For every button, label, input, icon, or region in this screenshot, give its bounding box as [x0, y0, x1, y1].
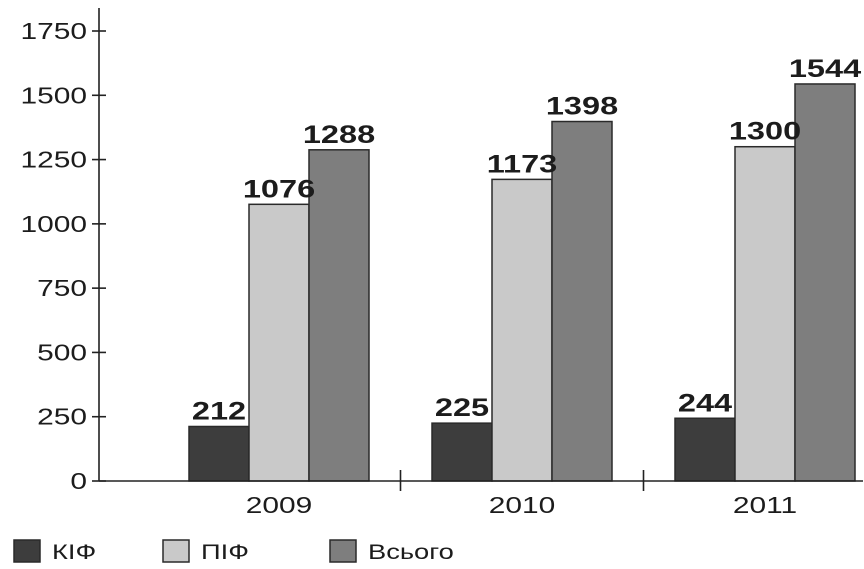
bars [188, 83, 856, 482]
data-label: 1398 [546, 93, 618, 121]
bar-series-1 [491, 178, 553, 482]
data-label: 1300 [729, 118, 801, 146]
bar-series-1 [248, 203, 310, 482]
legend-label: ПІФ [201, 541, 249, 564]
data-label: 1076 [243, 176, 315, 204]
bar-series-2 [551, 120, 613, 482]
bar-series-0 [431, 422, 493, 482]
y-tick-label: 1750 [21, 18, 87, 44]
y-tick-label: 500 [37, 340, 87, 366]
bar-series-0 [674, 417, 736, 482]
data-label: 1288 [303, 121, 375, 149]
data-label: 225 [435, 395, 489, 423]
y-tick-label: 750 [37, 275, 87, 301]
bar-series-1 [734, 145, 796, 482]
legend-item: КІФ [13, 539, 96, 564]
x-category-label: 2009 [246, 492, 312, 518]
legend-item: ПІФ [162, 539, 249, 564]
legend-label: КІФ [52, 541, 96, 564]
data-labels: 212 1076 1288 2009 225 1173 1398 2010 244 1300 154… [192, 55, 861, 518]
data-label: 244 [678, 390, 732, 418]
x-category-label: 2010 [489, 492, 555, 518]
legend-swatch [329, 539, 357, 563]
y-tick-label: 1250 [21, 147, 87, 173]
bar-series-2 [308, 149, 370, 482]
bar-series-2 [794, 83, 856, 482]
data-label: 212 [192, 398, 246, 426]
legend-item: Всього [329, 539, 454, 564]
legend-swatch [13, 539, 41, 563]
y-tick-label: 1000 [21, 211, 87, 237]
data-label: 1544 [789, 55, 861, 83]
legend: КІФ ПІФ Всього [13, 539, 454, 564]
y-tick-label: 0 [70, 468, 87, 494]
x-category-label: 2011 [733, 492, 797, 518]
legend-label: Всього [368, 541, 454, 564]
y-tick-label: 1500 [21, 83, 87, 109]
legend-swatch [162, 539, 190, 563]
bar-series-0 [188, 425, 250, 482]
data-label: 1173 [487, 151, 557, 179]
axes: 0 250 500 750 1000 1250 1500 1750 [21, 8, 863, 494]
y-tick-label: 250 [37, 404, 87, 430]
